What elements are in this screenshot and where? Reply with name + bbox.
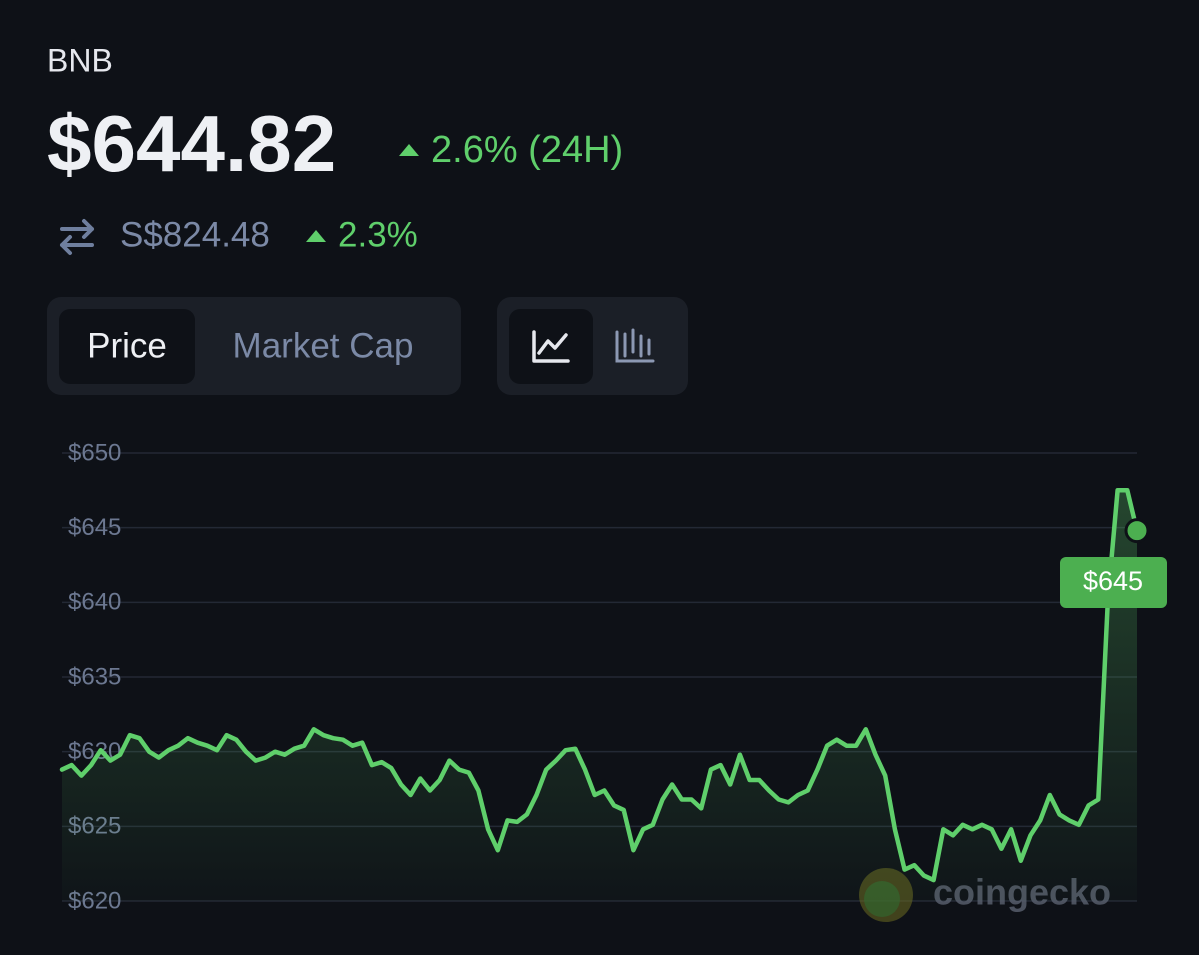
area-fill bbox=[62, 490, 1137, 901]
price-label: $645 bbox=[1083, 566, 1143, 596]
alt-price: S$824.48 bbox=[120, 215, 270, 254]
price-label-box bbox=[1060, 557, 1167, 608]
y-tick-label: $645 bbox=[68, 514, 121, 541]
up-arrow bbox=[306, 230, 326, 242]
swap-icon bbox=[60, 219, 94, 255]
tab-active[interactable] bbox=[59, 309, 195, 384]
price-change: 2.6% (24H) bbox=[431, 129, 623, 171]
alt-change: 2.3% bbox=[338, 215, 418, 254]
candle-chart-icon[interactable] bbox=[615, 328, 655, 363]
symbol: BNB bbox=[47, 42, 113, 78]
price: $644.82 bbox=[47, 99, 336, 188]
y-tick-label: $650 bbox=[68, 439, 121, 466]
tab-price[interactable]: Price bbox=[87, 326, 167, 365]
up-arrow bbox=[399, 144, 419, 156]
tab-market-cap[interactable]: Market Cap bbox=[233, 326, 414, 365]
last-point bbox=[1124, 518, 1150, 544]
price-line bbox=[59, 488, 1140, 883]
chart: $650$645$640$635$630$625$620coingecko$64… bbox=[59, 439, 1167, 922]
view-active[interactable] bbox=[509, 309, 593, 384]
y-tick-label: $635 bbox=[68, 663, 121, 690]
line-chart-icon[interactable] bbox=[532, 330, 570, 363]
y-tick-label: $640 bbox=[68, 589, 121, 616]
